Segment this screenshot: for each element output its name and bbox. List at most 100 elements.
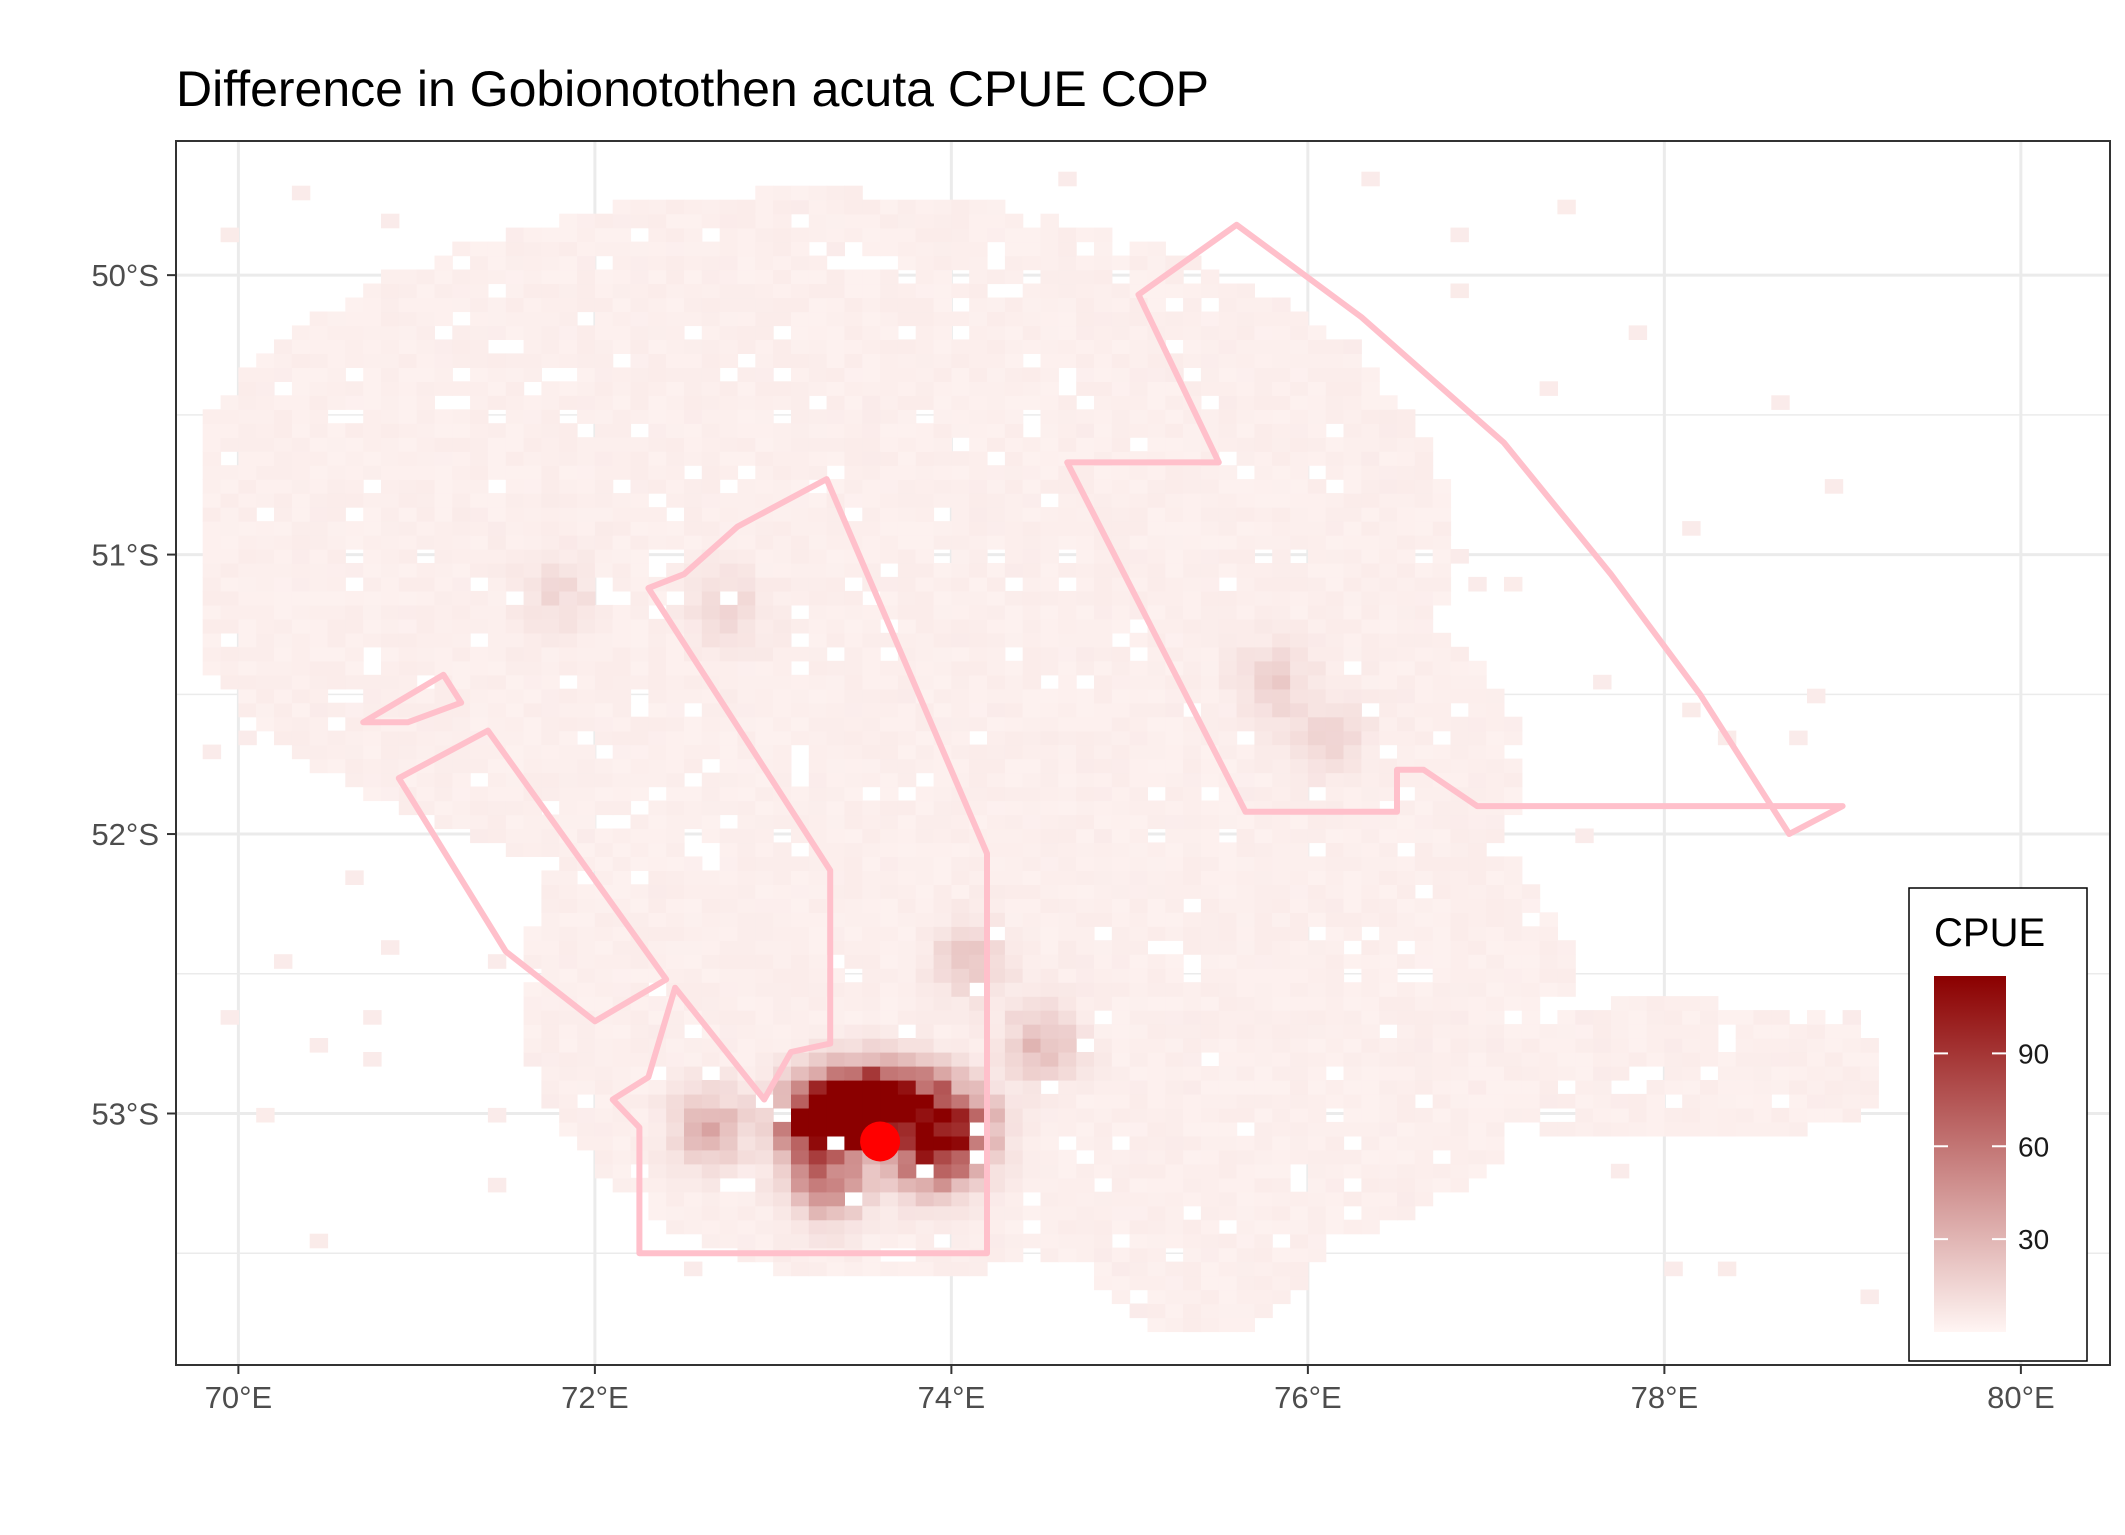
cpue-cell <box>1147 507 1166 522</box>
cpue-cell <box>1486 828 1505 844</box>
cpue-cell <box>1414 926 1434 941</box>
cpue-cell <box>648 1121 667 1137</box>
cpue-cell <box>969 297 988 313</box>
legend-tick-label: 30 <box>2018 1224 2049 1255</box>
cpue-cell <box>1521 1038 1541 1053</box>
cpue-cell <box>309 451 329 466</box>
cpue-cell <box>1218 632 1238 648</box>
cpue-cell <box>755 618 774 634</box>
cpue-cell <box>1343 409 1362 424</box>
cpue-cell <box>1183 479 1202 494</box>
cpue-cell <box>701 199 721 215</box>
cpue-cell <box>309 618 329 634</box>
cpue-cell <box>666 954 685 969</box>
cpue-cell <box>791 646 810 662</box>
cpue-cell <box>1254 353 1273 368</box>
cpue-cell <box>1147 912 1166 927</box>
cpue-cell <box>987 870 1006 885</box>
cpue-cell <box>1307 1024 1327 1039</box>
cpue-cell <box>1129 241 1148 257</box>
cpue-cell <box>1022 688 1042 704</box>
cpue-cell <box>773 716 792 732</box>
cpue-cell <box>969 395 988 410</box>
cpue-cell <box>1361 451 1380 466</box>
cpue-cell <box>612 395 632 410</box>
cpue-cell <box>773 395 792 410</box>
cpue-cell <box>666 744 685 760</box>
cpue-cell <box>505 786 525 802</box>
cpue-cell <box>541 535 560 550</box>
cpue-cell <box>862 213 881 229</box>
cpue-cell <box>612 465 632 480</box>
cpue-cell <box>594 618 614 634</box>
cpue-cell <box>773 688 792 704</box>
cpue-cell <box>612 269 632 285</box>
cpue-cell <box>1343 437 1362 452</box>
cpue-cell <box>951 535 970 550</box>
cpue-cell <box>951 842 970 857</box>
cpue-cell <box>1094 269 1113 285</box>
cpue-cell <box>1094 814 1113 830</box>
cpue-cell <box>1129 255 1148 271</box>
cpue-cell <box>1022 842 1042 857</box>
cpue-cell <box>1450 912 1469 927</box>
cpue-cell <box>612 451 632 466</box>
cpue-cell <box>1432 856 1452 871</box>
cpue-cell <box>1076 1233 1095 1249</box>
cpue-cell <box>1521 1010 1541 1025</box>
cpue-cell <box>1307 884 1327 899</box>
cpue-cell <box>363 367 382 382</box>
cpue-cell <box>897 395 917 410</box>
cpue-cell <box>737 493 756 508</box>
cpue-cell <box>1272 870 1291 885</box>
cpue-cell <box>1147 297 1166 313</box>
cpue-cell <box>1343 884 1362 899</box>
cpue-cell <box>701 507 721 522</box>
cpue-cell <box>470 381 489 396</box>
cpue-cell <box>1307 423 1327 438</box>
cpue-cell <box>648 521 667 536</box>
cpue-cell <box>1200 912 1220 927</box>
cpue-cell <box>719 1135 739 1151</box>
cpue-cell <box>915 632 935 648</box>
cpue-cell <box>1272 646 1291 662</box>
cpue-cell <box>880 353 899 368</box>
cpue-cell <box>1361 1024 1380 1039</box>
cpue-cell <box>1504 1024 1523 1039</box>
cpue-cell <box>755 688 774 704</box>
cpue-cell <box>1111 828 1131 844</box>
cpue-cell <box>1129 493 1148 508</box>
cpue-cell <box>541 940 560 955</box>
cpue-cell <box>1022 1080 1042 1095</box>
cpue-cell <box>1290 646 1309 662</box>
cpue-cell <box>1129 409 1148 424</box>
cpue-cell <box>1432 479 1452 494</box>
cpue-cell <box>1200 1080 1220 1095</box>
cpue-cell <box>1111 744 1131 760</box>
cpue-cell <box>1236 1066 1255 1081</box>
cpue-cell <box>1397 1149 1416 1165</box>
cpue-cell <box>559 437 578 452</box>
cpue-cell <box>1040 632 1059 648</box>
cpue-cell <box>755 674 774 690</box>
cpue-cell <box>1111 339 1131 354</box>
cpue-cell <box>880 465 899 480</box>
cpue-cell <box>933 996 952 1011</box>
cpue-cell <box>577 1052 596 1067</box>
cpue-cell <box>719 437 739 452</box>
cpue-cell <box>1397 479 1416 494</box>
cpue-cell <box>1058 590 1077 606</box>
cpue-cell <box>773 437 792 452</box>
cpue-cell <box>1414 814 1434 830</box>
cpue-cell <box>844 339 863 354</box>
cpue-cell <box>844 632 863 648</box>
cpue-cell <box>1272 493 1291 508</box>
cpue-cell <box>844 646 863 662</box>
cpue-cell <box>1610 996 1630 1011</box>
cpue-cell <box>416 395 435 410</box>
cpue-cell <box>684 954 703 969</box>
cpue-cell <box>1147 1317 1166 1333</box>
cpue-cell <box>416 563 435 578</box>
cpue-cell <box>1147 898 1166 913</box>
cpue-cell <box>523 353 542 368</box>
